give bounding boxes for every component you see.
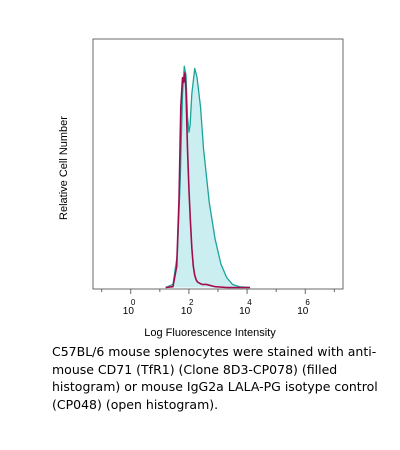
x-tick-layer: 100 102 104 106 (101, 289, 335, 317)
x-tick-label: 102 (181, 298, 194, 317)
x-tick-label: 100 (123, 298, 136, 317)
figure-caption: C57BL/6 mouse splenocytes were stained w… (52, 344, 378, 412)
series-layer (165, 65, 251, 289)
x-axis-title: Log Fluorescence Intensity (144, 327, 276, 339)
x-tick-label: 106 (297, 298, 310, 317)
y-axis-title: Relative Cell Number (58, 116, 70, 220)
histogram-chart: 100 102 104 106 Relative Cell Number Log Fl… (58, 38, 344, 339)
series-1-line (165, 65, 251, 289)
series-1-filled-area (165, 66, 250, 288)
x-tick-label: 104 (239, 298, 252, 317)
series-2-line (165, 72, 250, 289)
